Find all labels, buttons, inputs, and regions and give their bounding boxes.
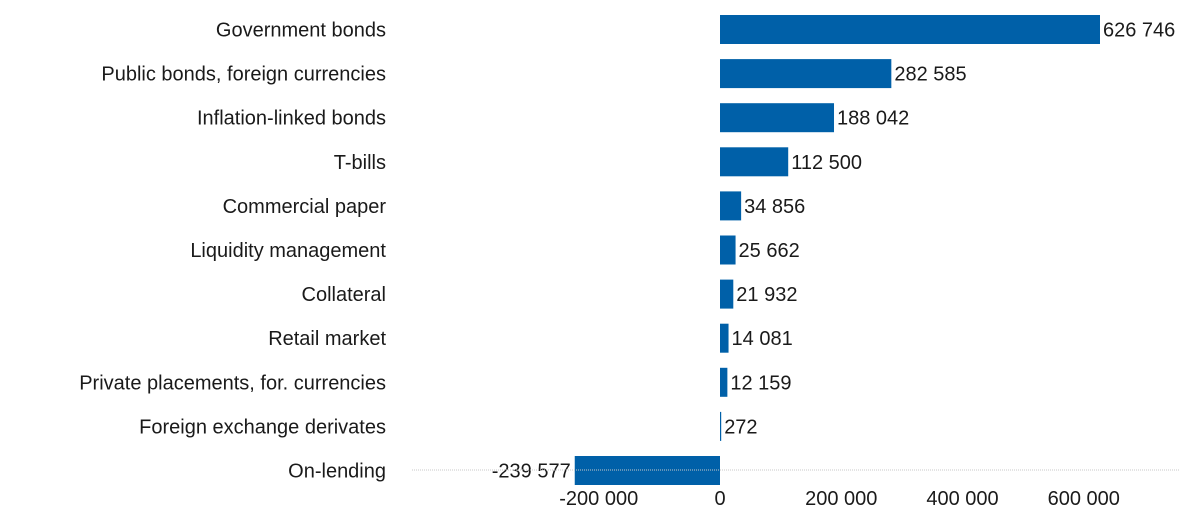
category-labels: Government bonds Public bonds, foreign cu… <box>79 20 386 483</box>
category-label: Commercial paper <box>223 196 387 218</box>
bar <box>720 280 733 309</box>
category-label: T-bills <box>334 152 386 174</box>
category-label: Collateral <box>302 284 386 306</box>
bar <box>720 368 727 397</box>
category-label: Liquidity management <box>190 240 386 262</box>
value-labels: 626 746 282 585 188 042 112 500 34 856 25 662… <box>492 20 1176 483</box>
x-tick-label: 200 000 <box>805 488 877 510</box>
category-label: Public bonds, foreign currencies <box>101 64 386 86</box>
category-label: Retail market <box>268 328 386 350</box>
value-label: 34 856 <box>744 196 805 218</box>
bar <box>720 147 788 176</box>
bar <box>720 324 729 353</box>
category-label: Private placements, for. currencies <box>79 372 386 394</box>
category-label: On-lending <box>288 461 386 483</box>
value-label: 282 585 <box>894 64 966 86</box>
x-tick-label: -200 000 <box>559 488 638 510</box>
value-label: 626 746 <box>1103 20 1175 42</box>
x-tick-label: 600 000 <box>1048 488 1120 510</box>
value-label: -239 577 <box>492 461 571 483</box>
bar <box>720 191 741 220</box>
value-label: 12 159 <box>730 372 791 394</box>
value-label: 188 042 <box>837 108 909 130</box>
bar <box>720 59 891 88</box>
bars <box>575 15 1100 485</box>
bar <box>720 103 834 132</box>
category-label: Inflation-linked bonds <box>197 108 386 130</box>
category-label: Foreign exchange derivates <box>139 416 386 438</box>
value-label: 14 081 <box>732 328 793 350</box>
bar <box>720 236 736 265</box>
bar <box>720 15 1100 44</box>
category-label: Government bonds <box>216 20 386 42</box>
x-tick-label: 400 000 <box>926 488 998 510</box>
value-label: 21 932 <box>736 284 797 306</box>
value-label: 272 <box>724 416 757 438</box>
bar <box>720 412 721 441</box>
value-label: 25 662 <box>739 240 800 262</box>
x-tick-label: 0 <box>714 488 725 510</box>
value-label: 112 500 <box>791 152 862 174</box>
